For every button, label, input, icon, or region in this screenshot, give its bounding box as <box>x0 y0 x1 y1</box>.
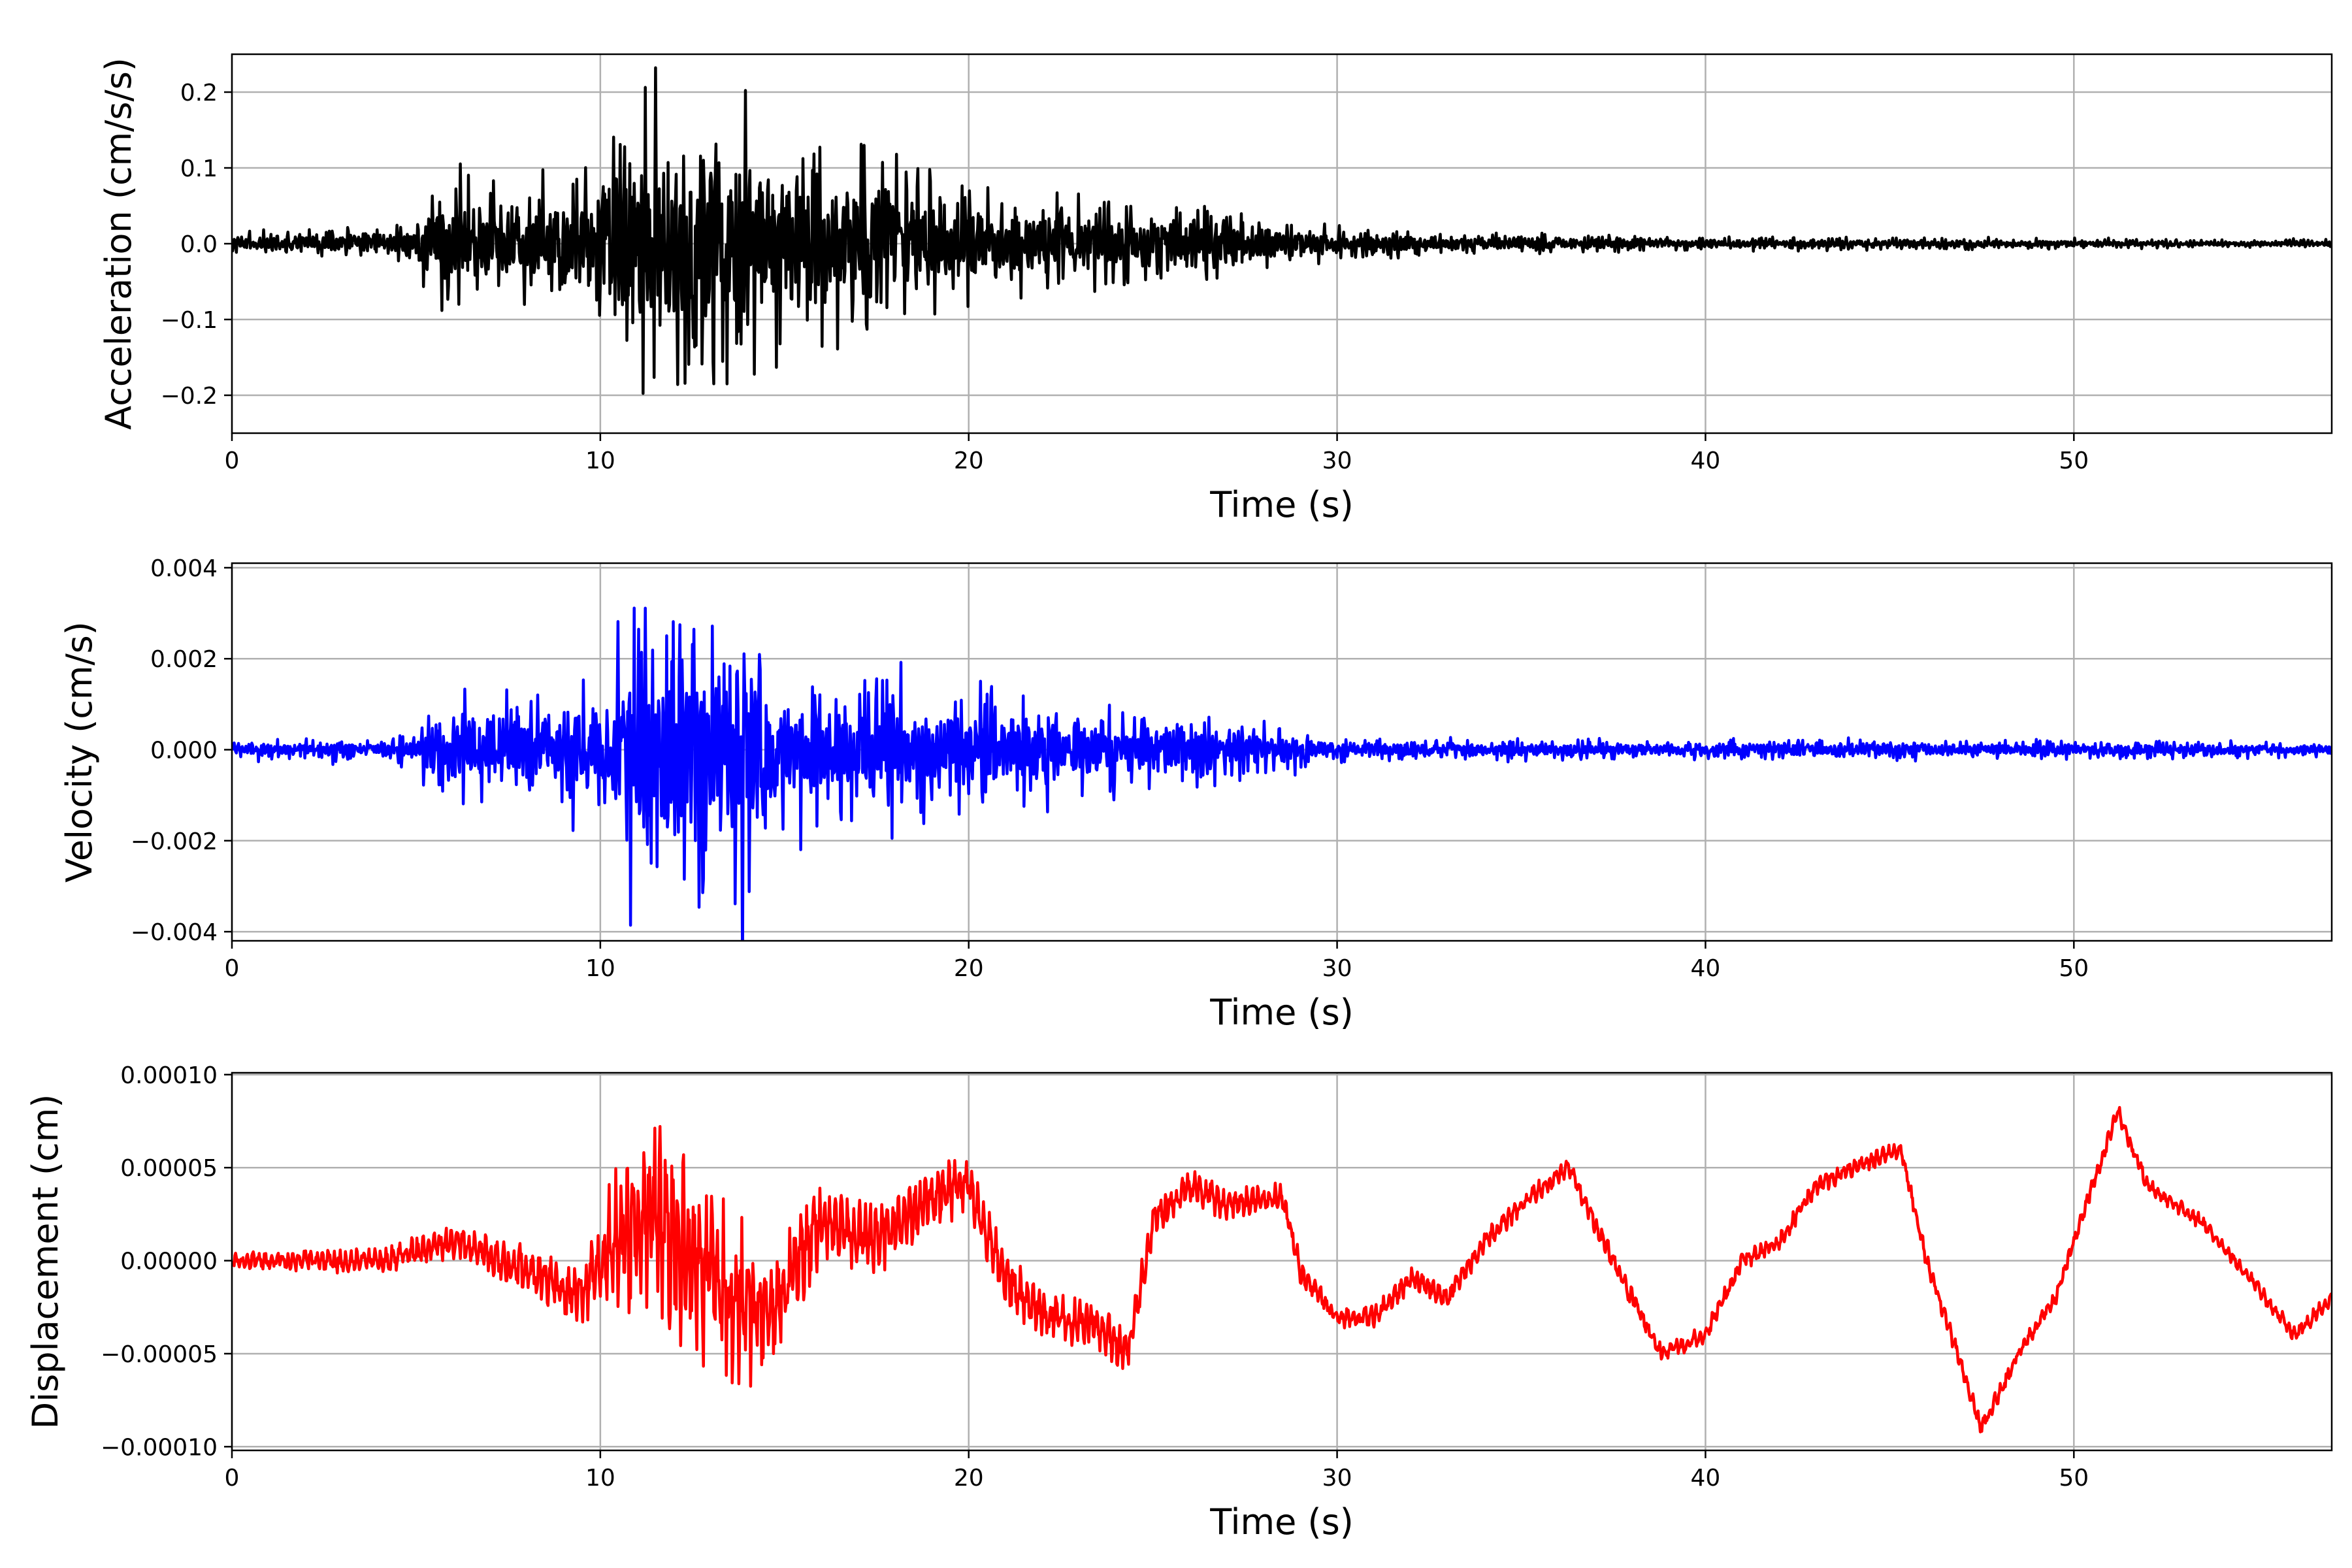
velocity-x-tick-label: 0 <box>225 955 240 982</box>
acceleration-y-tick-label: −0.2 <box>161 383 218 410</box>
velocity-x-tick-label: 20 <box>954 955 984 982</box>
acceleration-series-line <box>232 66 2332 395</box>
displacement-y-axis-label: Displacement (cm) <box>25 1094 66 1429</box>
acceleration-y-tick-label: −0.1 <box>161 307 218 334</box>
displacement-x-tick-label: 50 <box>2059 1465 2089 1492</box>
velocity-x-tick-label: 10 <box>585 955 615 982</box>
acceleration-x-tick-label: 40 <box>1691 448 1721 474</box>
acceleration-subplot: 0 10 20 30 40 50 −0.2 −0.1 0.0 0.1 0.2 Time (s) Acce… <box>98 53 2333 525</box>
displacement-x-tick-label: 20 <box>954 1465 984 1492</box>
acceleration-x-tick-label: 30 <box>1322 448 1352 474</box>
acceleration-x-tick-label: 50 <box>2059 448 2089 474</box>
velocity-x-tick-label: 30 <box>1322 955 1352 982</box>
acceleration-x-tick-label: 20 <box>954 448 984 474</box>
velocity-x-tick-label: 50 <box>2059 955 2089 982</box>
displacement-x-tick-label: 40 <box>1691 1465 1721 1492</box>
velocity-series-line <box>232 606 2332 941</box>
acceleration-y-axis-label: Acceleration (cm/s/s) <box>98 57 139 430</box>
displacement-x-axis-label: Time (s) <box>1209 1501 1354 1543</box>
acceleration-x-tick-label: 10 <box>585 448 615 474</box>
displacement-y-tick-label: 0.00000 <box>120 1249 218 1275</box>
velocity-y-tick-label: 0.004 <box>150 555 218 582</box>
displacement-y-tick-label: 0.00010 <box>120 1062 218 1089</box>
displacement-y-tick-label: 0.00005 <box>120 1155 218 1182</box>
displacement-x-tick-label: 30 <box>1322 1465 1352 1492</box>
displacement-x-tick-label: 10 <box>585 1465 615 1492</box>
velocity-subplot: 0 10 20 30 40 50 −0.004 −0.002 0.000 0.002 0.004 Ti… <box>59 555 2333 1033</box>
velocity-y-tick-label: −0.002 <box>131 828 218 855</box>
acceleration-y-tick-label: 0.0 <box>180 231 218 258</box>
displacement-plot-frame <box>231 1071 2333 1452</box>
velocity-y-axis-label: Velocity (cm/s) <box>59 621 100 883</box>
subplots: 0 10 20 30 40 50 −0.2 −0.1 0.0 0.1 0.2 Time (s) Acce… <box>25 53 2333 1543</box>
velocity-plot-frame <box>231 562 2333 942</box>
velocity-y-tick-label: 0.000 <box>150 738 218 764</box>
velocity-x-tick-label: 40 <box>1691 955 1721 982</box>
displacement-y-tick-label: −0.00010 <box>101 1434 218 1461</box>
acceleration-x-tick-label: 0 <box>225 448 240 474</box>
acceleration-x-axis-label: Time (s) <box>1209 484 1354 525</box>
velocity-y-tick-label: 0.002 <box>150 646 218 673</box>
acceleration-y-tick-label: 0.2 <box>180 80 218 106</box>
displacement-subplot: 0 10 20 30 40 50 −0.00010 −0.00005 0.00000 0.0000… <box>25 1062 2333 1543</box>
velocity-y-tick-label: −0.004 <box>131 919 218 946</box>
acceleration-y-tick-label: 0.1 <box>180 155 218 182</box>
velocity-x-axis-label: Time (s) <box>1209 992 1354 1033</box>
displacement-series-line <box>232 1105 2332 1433</box>
displacement-x-tick-label: 0 <box>225 1465 240 1492</box>
displacement-y-tick-label: −0.00005 <box>101 1341 218 1368</box>
